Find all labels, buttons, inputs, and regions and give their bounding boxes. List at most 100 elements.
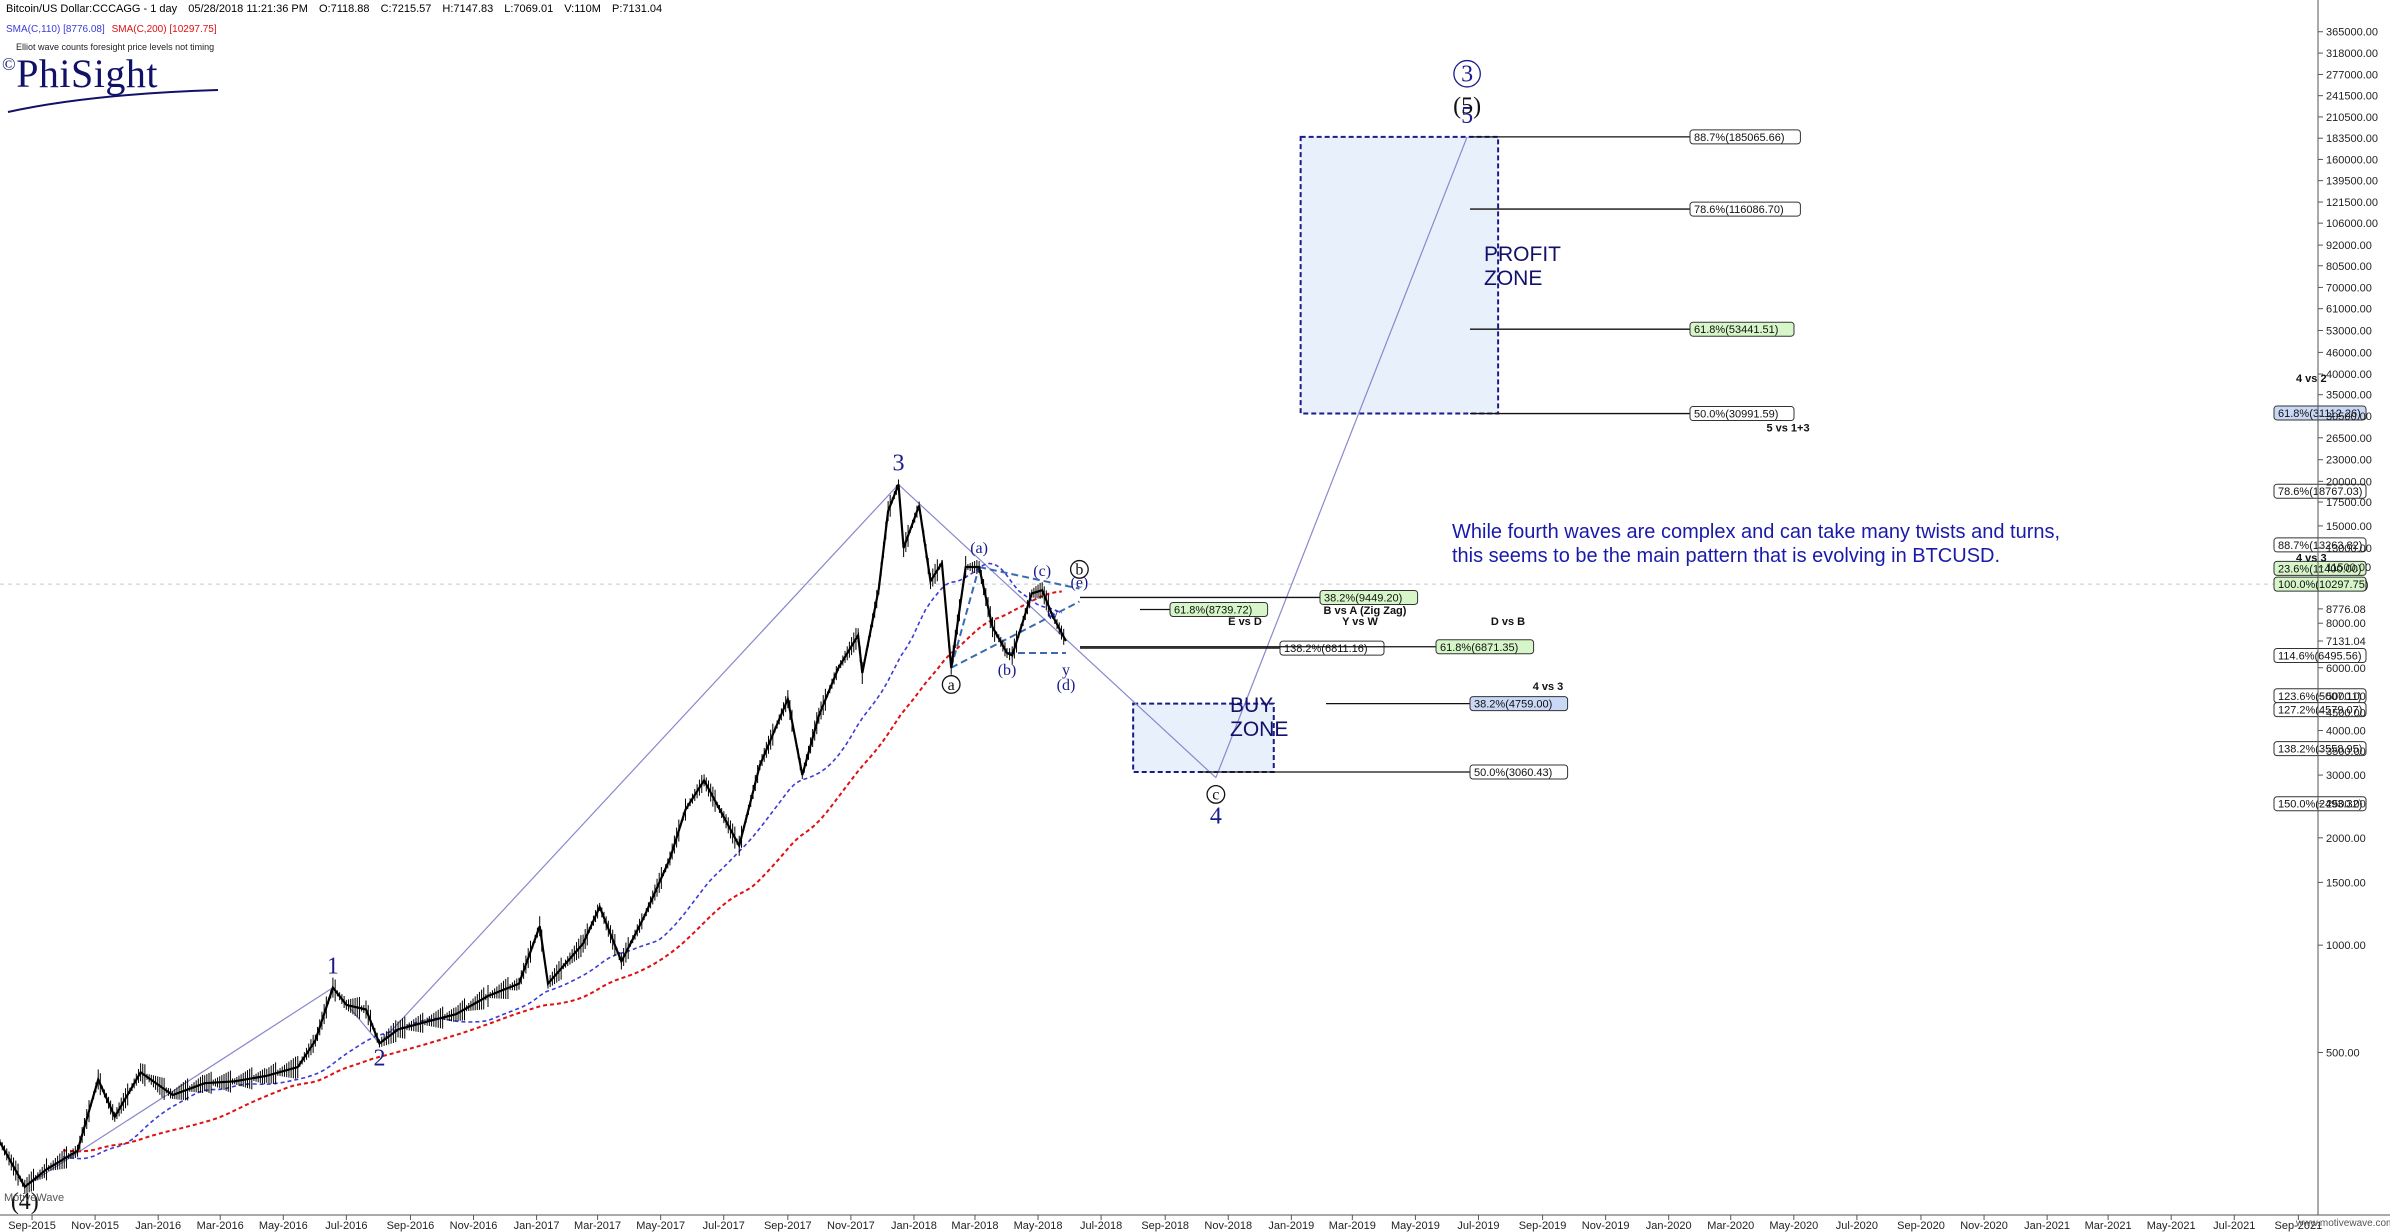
x-tick-label: Sep-2020: [1897, 1220, 1945, 1232]
sma110-label: SMA(C,110): [6, 24, 61, 35]
y-tick-label: 139500.00: [2326, 176, 2378, 188]
y-tick-label: 20000.00: [2326, 476, 2372, 488]
header-low: L:7069.01: [504, 3, 554, 15]
wave-connector: [898, 484, 1217, 779]
wave-label: (b): [998, 662, 1017, 679]
wave-label: (a): [970, 540, 988, 557]
y-tick-label: 7131.04: [2326, 636, 2366, 648]
x-tick-label: Nov-2020: [1960, 1220, 2008, 1232]
y-tick-label: 40000.00: [2326, 369, 2372, 381]
header-datetime: 05/28/2018 11:21:36 PM: [188, 3, 308, 15]
triangle-line: [978, 566, 1080, 590]
fib-label-box: [1689, 321, 1795, 337]
y-tick-label: 241500.00: [2326, 91, 2378, 103]
y-tick-label: 35000.00: [2326, 390, 2372, 402]
fib-label-box: [1689, 406, 1795, 422]
y-tick-label: 183500.00: [2326, 133, 2378, 145]
fib-tag: 5 vs 1+3: [1766, 423, 1809, 435]
right-fib-label: 61.8%(31112.26): [2278, 408, 2361, 420]
y-tick-label: 26500.00: [2326, 433, 2372, 445]
y-tick-label: 1500.00: [2326, 877, 2366, 889]
fib-levels-layer: 88.7%(185065.66) 78.6%(116086.70) 61.8%(53…: [1080, 129, 2369, 812]
y-tick-label: 277000.00: [2326, 69, 2378, 81]
y-tick-label: 46000.00: [2326, 347, 2372, 359]
header-high: H:7147.83: [442, 3, 494, 15]
x-tick-label: Jan-2021: [2024, 1220, 2070, 1232]
x-tick-label: Mar-2019: [1329, 1220, 1376, 1232]
right-fib-box: [2273, 483, 2367, 499]
y-tick-label: 160000.00: [2326, 154, 2378, 166]
y-tick-label: 210500.00: [2326, 112, 2378, 124]
header-close: C:7215.57: [380, 3, 432, 15]
note-line-1: While fourth waves are complex and can t…: [1452, 521, 2061, 543]
x-tick-label: Sep-2016: [387, 1220, 435, 1232]
fib-label-box: [1469, 696, 1569, 712]
right-fib-box: [2273, 405, 2367, 421]
chart-header: Bitcoin/US Dollar:CCCAGG - 1 day 05/28/2…: [6, 3, 670, 15]
x-tick-label: Mar-2017: [574, 1220, 621, 1232]
y-tick-label: 53000.00: [2326, 325, 2372, 337]
sma110-line: [62, 562, 1063, 1160]
x-tick-label: Sep-2019: [1519, 1220, 1567, 1232]
x-tick-label: Sep-2017: [764, 1220, 812, 1232]
analysis-note: While fourth waves are complex and can t…: [1452, 520, 2172, 568]
fib-label-box: [1689, 129, 1801, 145]
sma110-value: [8776.08]: [63, 24, 105, 35]
wave-label: (5): [1453, 93, 1481, 119]
y-tick-label: 4000.00: [2326, 726, 2366, 738]
disclaimer: Elliot wave counts foresight price level…: [16, 42, 215, 52]
sma200-label: SMA(C,200): [111, 24, 167, 35]
wave-circle: [1206, 784, 1226, 804]
price-layer: [0, 479, 1067, 1194]
wave-label: w: [1047, 606, 1059, 623]
fib-tag: 4 vs 3: [1533, 681, 1564, 693]
fib-label: 38.2%(4759.00): [1474, 699, 1552, 711]
x-tick-label: May-2020: [1769, 1220, 1818, 1232]
fib-label-box: [1435, 639, 1535, 655]
x-tick-label: Jul-2021: [2213, 1220, 2255, 1232]
wave-label: b: [1075, 562, 1083, 579]
fib-label-box: [1279, 640, 1385, 656]
x-tick-label: May-2021: [2147, 1220, 2196, 1232]
x-tick-label: Jul-2016: [325, 1220, 367, 1232]
right-fib-box: [2273, 560, 2367, 576]
fib-label: 50.0%(3060.43): [1474, 767, 1552, 779]
y-tick-label: 2000.00: [2326, 833, 2366, 845]
y-tick-label: 8000.00: [2326, 618, 2366, 630]
y-tick-label: 500.00: [2326, 1047, 2360, 1059]
buy-zone-line-1: BUY: [1230, 694, 1274, 717]
wave-label: 3: [892, 450, 904, 476]
x-tick-label: Nov-2018: [1204, 1220, 1252, 1232]
x-tick-label: Jul-2020: [1836, 1220, 1878, 1232]
wave-label: 3: [1461, 62, 1473, 88]
profit-zone-label: PROFIT ZONE: [1484, 243, 1561, 291]
header-price: P:7131.04: [612, 3, 663, 15]
right-fib-label: 100.0%(10297.75): [2278, 579, 2369, 591]
fib-label: 138.2%(6811.16): [1284, 643, 1368, 655]
logo-text: PhiSight: [16, 51, 159, 96]
x-tick-label: Jul-2019: [1457, 1220, 1499, 1232]
wave-circle: [1453, 59, 1481, 88]
x-tick-label: Jan-2016: [135, 1220, 181, 1232]
sma200-value: [10297.75]: [169, 24, 217, 35]
profit-zone-line-2: ZONE: [1484, 267, 1543, 290]
x-tick-label: Jan-2019: [1268, 1220, 1314, 1232]
x-tick-label: Mar-2016: [197, 1220, 244, 1232]
wave-label: c: [1212, 787, 1219, 804]
motivewave-watermark: MotiveWave: [4, 1192, 65, 1204]
x-tick-label: Nov-2017: [827, 1220, 875, 1232]
zone-box: [1132, 702, 1275, 773]
fib-label-box: [1469, 764, 1569, 780]
fib-tag: Y vs W: [1342, 616, 1378, 628]
y-tick-label: 5000.00: [2326, 691, 2366, 703]
right-fib-label: 114.6%(6495.56): [2278, 650, 2362, 662]
fib-tag: B vs A (Zig Zag): [1324, 605, 1407, 617]
fib-label: 38.2%(9449.20): [1324, 592, 1402, 604]
sma-legend: SMA(C,110) [8776.08] SMA(C,200) [10297.7…: [6, 24, 217, 35]
right-fib-label: 150.0%(2493.32): [2278, 799, 2362, 811]
buy-zone-line-2: ZONE: [1230, 718, 1289, 741]
right-fib-label: 127.2%(4579.07): [2278, 705, 2362, 717]
wave-label: a: [948, 677, 955, 694]
right-fib-label: 123.6%(5007.11): [2278, 691, 2362, 703]
